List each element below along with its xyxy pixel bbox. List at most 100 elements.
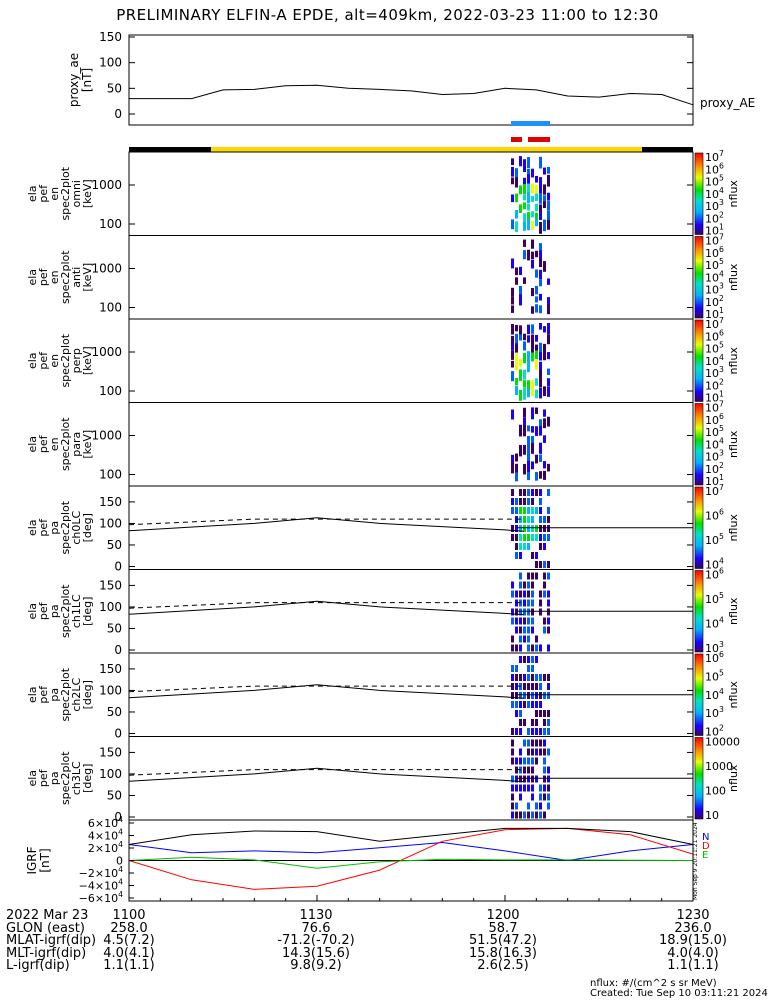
- spectrogram-cell: [543, 793, 546, 801]
- spectrogram-cell: [523, 333, 526, 341]
- igrf-series-N: [128, 841, 694, 862]
- spectrogram-cell: [511, 793, 514, 801]
- proxy-ae-frame: [128, 34, 694, 126]
- colorbar-tick-label: 105: [705, 424, 724, 439]
- spectrogram-cell: [519, 424, 522, 437]
- panel-ytick-label: 150: [99, 662, 122, 676]
- colorbar-tick-label: 105: [705, 668, 724, 683]
- spectrogram-cell: [531, 251, 534, 260]
- spectrogram-cell: [519, 285, 522, 297]
- spectrogram-cell: [515, 710, 518, 717]
- colorbar-tick-label: 102: [705, 294, 724, 309]
- spectrogram-cell: [519, 674, 522, 681]
- spectrogram-cell: [535, 507, 538, 514]
- igrf-ytick-label: 4×104: [88, 828, 123, 843]
- spectrogram-cell: [531, 211, 534, 218]
- igrf-ytick-label: 0: [116, 855, 123, 868]
- spectrogram-cell: [535, 219, 538, 227]
- panel-ytick-label: 100: [99, 468, 122, 482]
- spectrogram-cell: [547, 728, 550, 735]
- spectrogram-cell: [539, 204, 542, 215]
- panel-ylabel-line: pef: [37, 434, 50, 453]
- igrf-ytick-label: 6×104: [88, 815, 123, 830]
- spectrogram-cell: [539, 454, 542, 462]
- panel-ylabel-line: spec2plot: [59, 584, 72, 638]
- spectrogram-cell: [527, 335, 530, 343]
- spectrogram-cell: [531, 525, 534, 532]
- science-zone-bars: [511, 121, 550, 142]
- proxy-ae-ylabel: proxy_ae [nT]: [67, 53, 94, 107]
- colorbar-tick-label: 104: [705, 269, 724, 284]
- spectrogram-cell: [531, 656, 534, 663]
- panel-ytick-label: 1000: [91, 178, 122, 192]
- colorbar-tick-label: 104: [705, 616, 724, 631]
- spectrogram-cell: [527, 498, 530, 505]
- spectrogram-cell: [515, 498, 518, 505]
- loss-cone-line: [128, 684, 524, 699]
- spectrogram-cell: [519, 572, 522, 580]
- spectrogram-cell: [519, 389, 522, 401]
- spectrogram-data: [511, 239, 550, 315]
- eclipse-segment-left: [129, 147, 211, 152]
- spectrogram-cell: [547, 644, 550, 652]
- spectrogram-cell: [539, 644, 542, 652]
- panel-colorbar: [694, 737, 704, 820]
- spectrogram-cell: [539, 156, 542, 169]
- panel-ylabel-line: ch1LC: [70, 594, 83, 628]
- panel-ylabel-line: ela: [26, 269, 39, 286]
- colorbar-title: nflux: [727, 430, 740, 458]
- spectrogram-cell: [531, 719, 534, 726]
- panel-ylabel-line: [keV]: [81, 179, 94, 208]
- spectrogram-cell: [511, 158, 514, 166]
- loss-cone-line: [128, 600, 524, 616]
- spectrogram-cell: [547, 525, 550, 532]
- spectrogram-cell: [519, 710, 522, 717]
- spectrogram-cell: [535, 175, 538, 183]
- spectrogram-cell: [519, 811, 522, 819]
- proxy-ae-series-line: [129, 84, 694, 106]
- spectrogram-cell: [547, 572, 550, 580]
- spectrogram-cell: [527, 219, 530, 231]
- spectrogram-cell: [523, 534, 526, 541]
- spectrogram-cell: [511, 350, 514, 360]
- spectrogram-cell: [523, 417, 526, 426]
- spectrogram-cell: [515, 608, 518, 616]
- spectrogram-cell: [523, 635, 526, 643]
- colorbar-tick-label: 10000: [705, 736, 740, 749]
- spectrogram-cell: [515, 210, 518, 219]
- spectrogram-cell: [543, 261, 546, 272]
- spectrogram-cell: [511, 775, 514, 783]
- spectrogram-cell: [535, 739, 538, 747]
- spectrogram-cell: [519, 590, 522, 598]
- spectrogram-cell: [535, 701, 538, 708]
- spectrogram-cell: [539, 748, 542, 756]
- spectrogram-cell: [543, 719, 546, 726]
- spectrogram-cell: [535, 472, 538, 481]
- spectrogram-cell: [523, 250, 526, 260]
- spectrogram-data: [511, 656, 550, 735]
- colorbar-tick-label: 105: [705, 174, 724, 189]
- spectrogram-cell: [511, 461, 514, 474]
- spectrogram-cell: [519, 266, 522, 276]
- spectrogram-cell: [547, 674, 550, 681]
- colorbar-tick-label: 102: [705, 377, 724, 392]
- spectrogram-cell: [523, 701, 526, 708]
- eclipse-segment-right: [642, 147, 693, 152]
- spectrogram-cell: [527, 581, 530, 589]
- spectrogram-cell: [539, 192, 542, 204]
- spectrogram-cell: [547, 683, 550, 690]
- spectrogram-cell: [515, 386, 518, 396]
- spectrogram-cell: [527, 683, 530, 690]
- spectrogram-cell: [531, 784, 534, 792]
- spectrogram-cell: [527, 728, 530, 735]
- spectrogram-cell: [523, 543, 526, 550]
- spectrogram-cell: [543, 811, 546, 819]
- spectrogram-cell: [527, 425, 530, 432]
- spectrogram-cell: [547, 710, 550, 717]
- spectrogram-cell: [511, 454, 514, 466]
- panel-ylabel-line: pef: [37, 351, 50, 370]
- colorbar-tick-label: 105: [705, 341, 724, 356]
- spectrogram-cell: [523, 719, 526, 726]
- colorbar-tick-label: 107: [705, 233, 724, 248]
